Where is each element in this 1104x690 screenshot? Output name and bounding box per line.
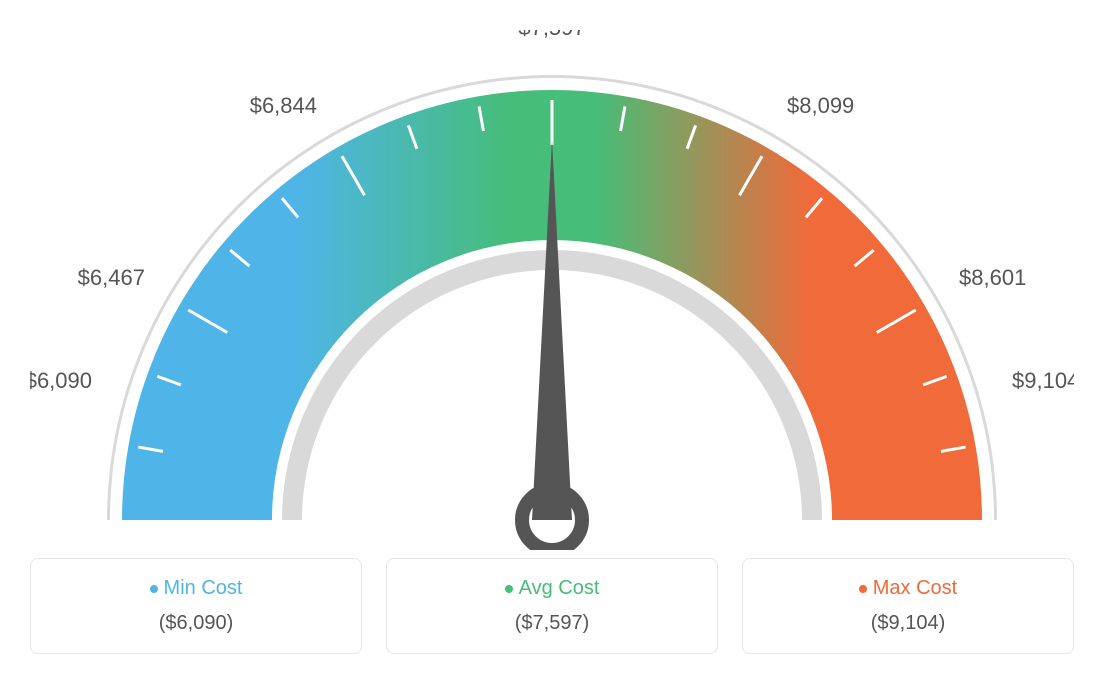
legend-min-value: ($6,090) xyxy=(43,612,349,635)
gauge-svg: $6,090 $6,467 $6,844 $7,597 $8,099 $8,601 $9,1… xyxy=(30,30,1074,550)
gauge-tick-label: $8,099 xyxy=(787,93,854,118)
gauge-tick-label: $6,467 xyxy=(78,265,145,290)
cost-gauge: $6,090 $6,467 $6,844 $7,597 $8,099 $8,601 $9,1… xyxy=(30,30,1074,550)
gauge-tick-label: $9,104 xyxy=(1012,368,1074,393)
legend-min-title: Min Cost xyxy=(43,577,349,600)
legend-card-max: Max Cost ($9,104) xyxy=(742,558,1074,654)
legend-avg-value: ($7,597) xyxy=(399,612,705,635)
legend-max-title: Max Cost xyxy=(755,577,1061,600)
dot-icon xyxy=(150,585,158,593)
legend-max-value: ($9,104) xyxy=(755,612,1061,635)
legend-card-min: Min Cost ($6,090) xyxy=(30,558,362,654)
gauge-tick-label: $7,597 xyxy=(518,30,585,40)
legend-avg-label: Avg Cost xyxy=(519,577,600,599)
gauge-tick-label: $8,601 xyxy=(959,265,1026,290)
legend-card-avg: Avg Cost ($7,597) xyxy=(386,558,718,654)
gauge-tick-label: $6,090 xyxy=(30,368,92,393)
dot-icon xyxy=(505,585,513,593)
legend-max-label: Max Cost xyxy=(873,577,957,599)
legend-min-label: Min Cost xyxy=(164,577,243,599)
dot-icon xyxy=(859,585,867,593)
legend-row: Min Cost ($6,090) Avg Cost ($7,597) Max … xyxy=(30,558,1074,654)
gauge-tick-label: $6,844 xyxy=(250,93,317,118)
legend-avg-title: Avg Cost xyxy=(399,577,705,600)
